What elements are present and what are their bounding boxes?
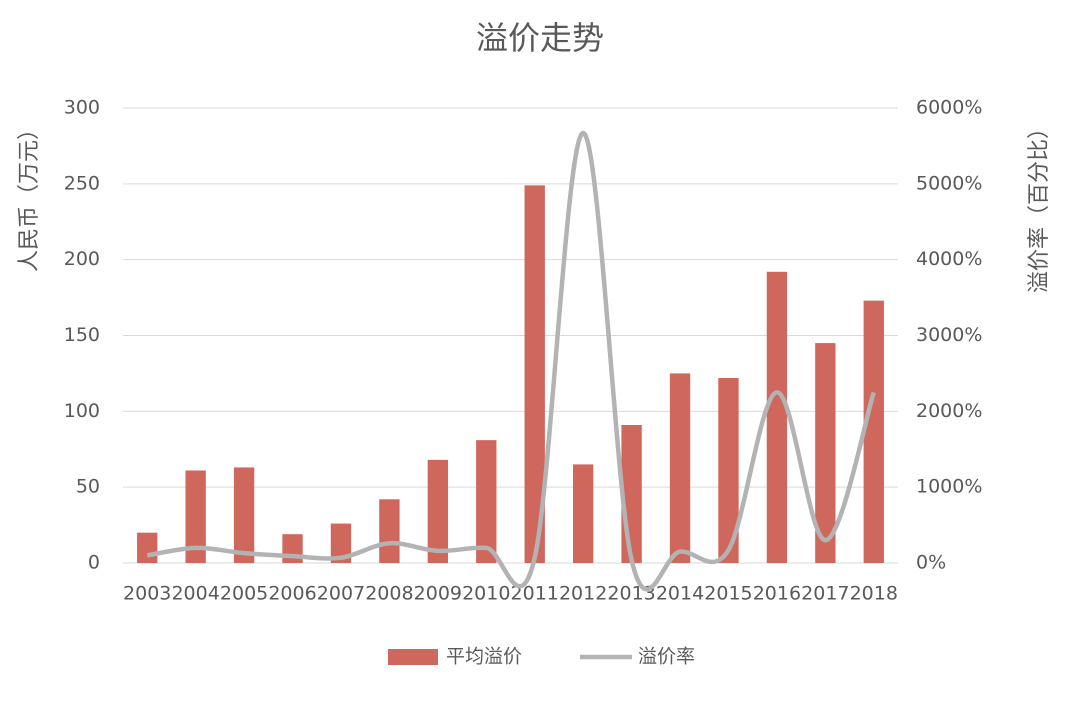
x-tick-label: 2013	[607, 583, 655, 605]
bar	[476, 440, 497, 563]
bar	[669, 373, 691, 563]
bar	[766, 271, 788, 563]
bar	[718, 377, 739, 563]
bar	[427, 459, 449, 563]
y2-tick-label: 2000%	[916, 400, 982, 422]
y-tick-label: 200	[64, 248, 100, 270]
x-tick-label: 2008	[365, 583, 413, 605]
x-tick-label: 2009	[414, 583, 462, 605]
y-axis-label: 人民币（万元）	[17, 118, 42, 272]
y2-tick-label: 6000%	[916, 97, 982, 119]
y-tick-label: 100	[64, 400, 100, 422]
bar	[379, 499, 400, 563]
y2-tick-label: 5000%	[916, 172, 982, 194]
x-tick-label: 2010	[462, 583, 510, 605]
bar	[815, 343, 836, 563]
x-tick-label: 2006	[268, 583, 316, 605]
y2-tick-label: 1000%	[916, 476, 982, 498]
y2-tick-label: 0%	[916, 552, 946, 574]
y-tick-label: 150	[64, 324, 100, 346]
x-tick-label: 2003	[123, 583, 171, 605]
line	[146, 130, 876, 592]
bar	[572, 464, 594, 563]
bar	[330, 523, 352, 563]
x-tick-label: 2005	[220, 583, 268, 605]
bar	[233, 467, 255, 563]
bar	[185, 470, 206, 563]
x-tick-label: 2011	[511, 583, 559, 605]
x-tick-label: 2017	[801, 583, 849, 605]
y-tick-label: 50	[76, 476, 100, 498]
legend-label: 平均溢价	[446, 646, 522, 668]
x-tick-label: 2004	[171, 583, 219, 605]
y-tick-label: 300	[64, 97, 100, 119]
y2-tick-label: 3000%	[916, 324, 982, 346]
bar	[524, 185, 545, 563]
y2-axis-label: 溢价率（百分比）	[1027, 117, 1052, 293]
legend-label: 溢价率	[638, 646, 695, 668]
bar	[137, 532, 158, 563]
x-tick-label: 2014	[656, 583, 704, 605]
bar	[863, 300, 884, 563]
y2-tick-label: 4000%	[916, 248, 982, 270]
y-tick-label: 250	[64, 172, 100, 194]
legend-swatch	[388, 649, 438, 665]
x-tick-label: 2016	[753, 583, 801, 605]
y-tick-label: 0	[88, 552, 100, 574]
x-tick-label: 2015	[704, 583, 752, 605]
x-tick-label: 2018	[850, 583, 898, 605]
x-tick-label: 2007	[317, 583, 365, 605]
x-tick-label: 2012	[559, 583, 607, 605]
chart-title: 溢价走势	[476, 19, 604, 57]
